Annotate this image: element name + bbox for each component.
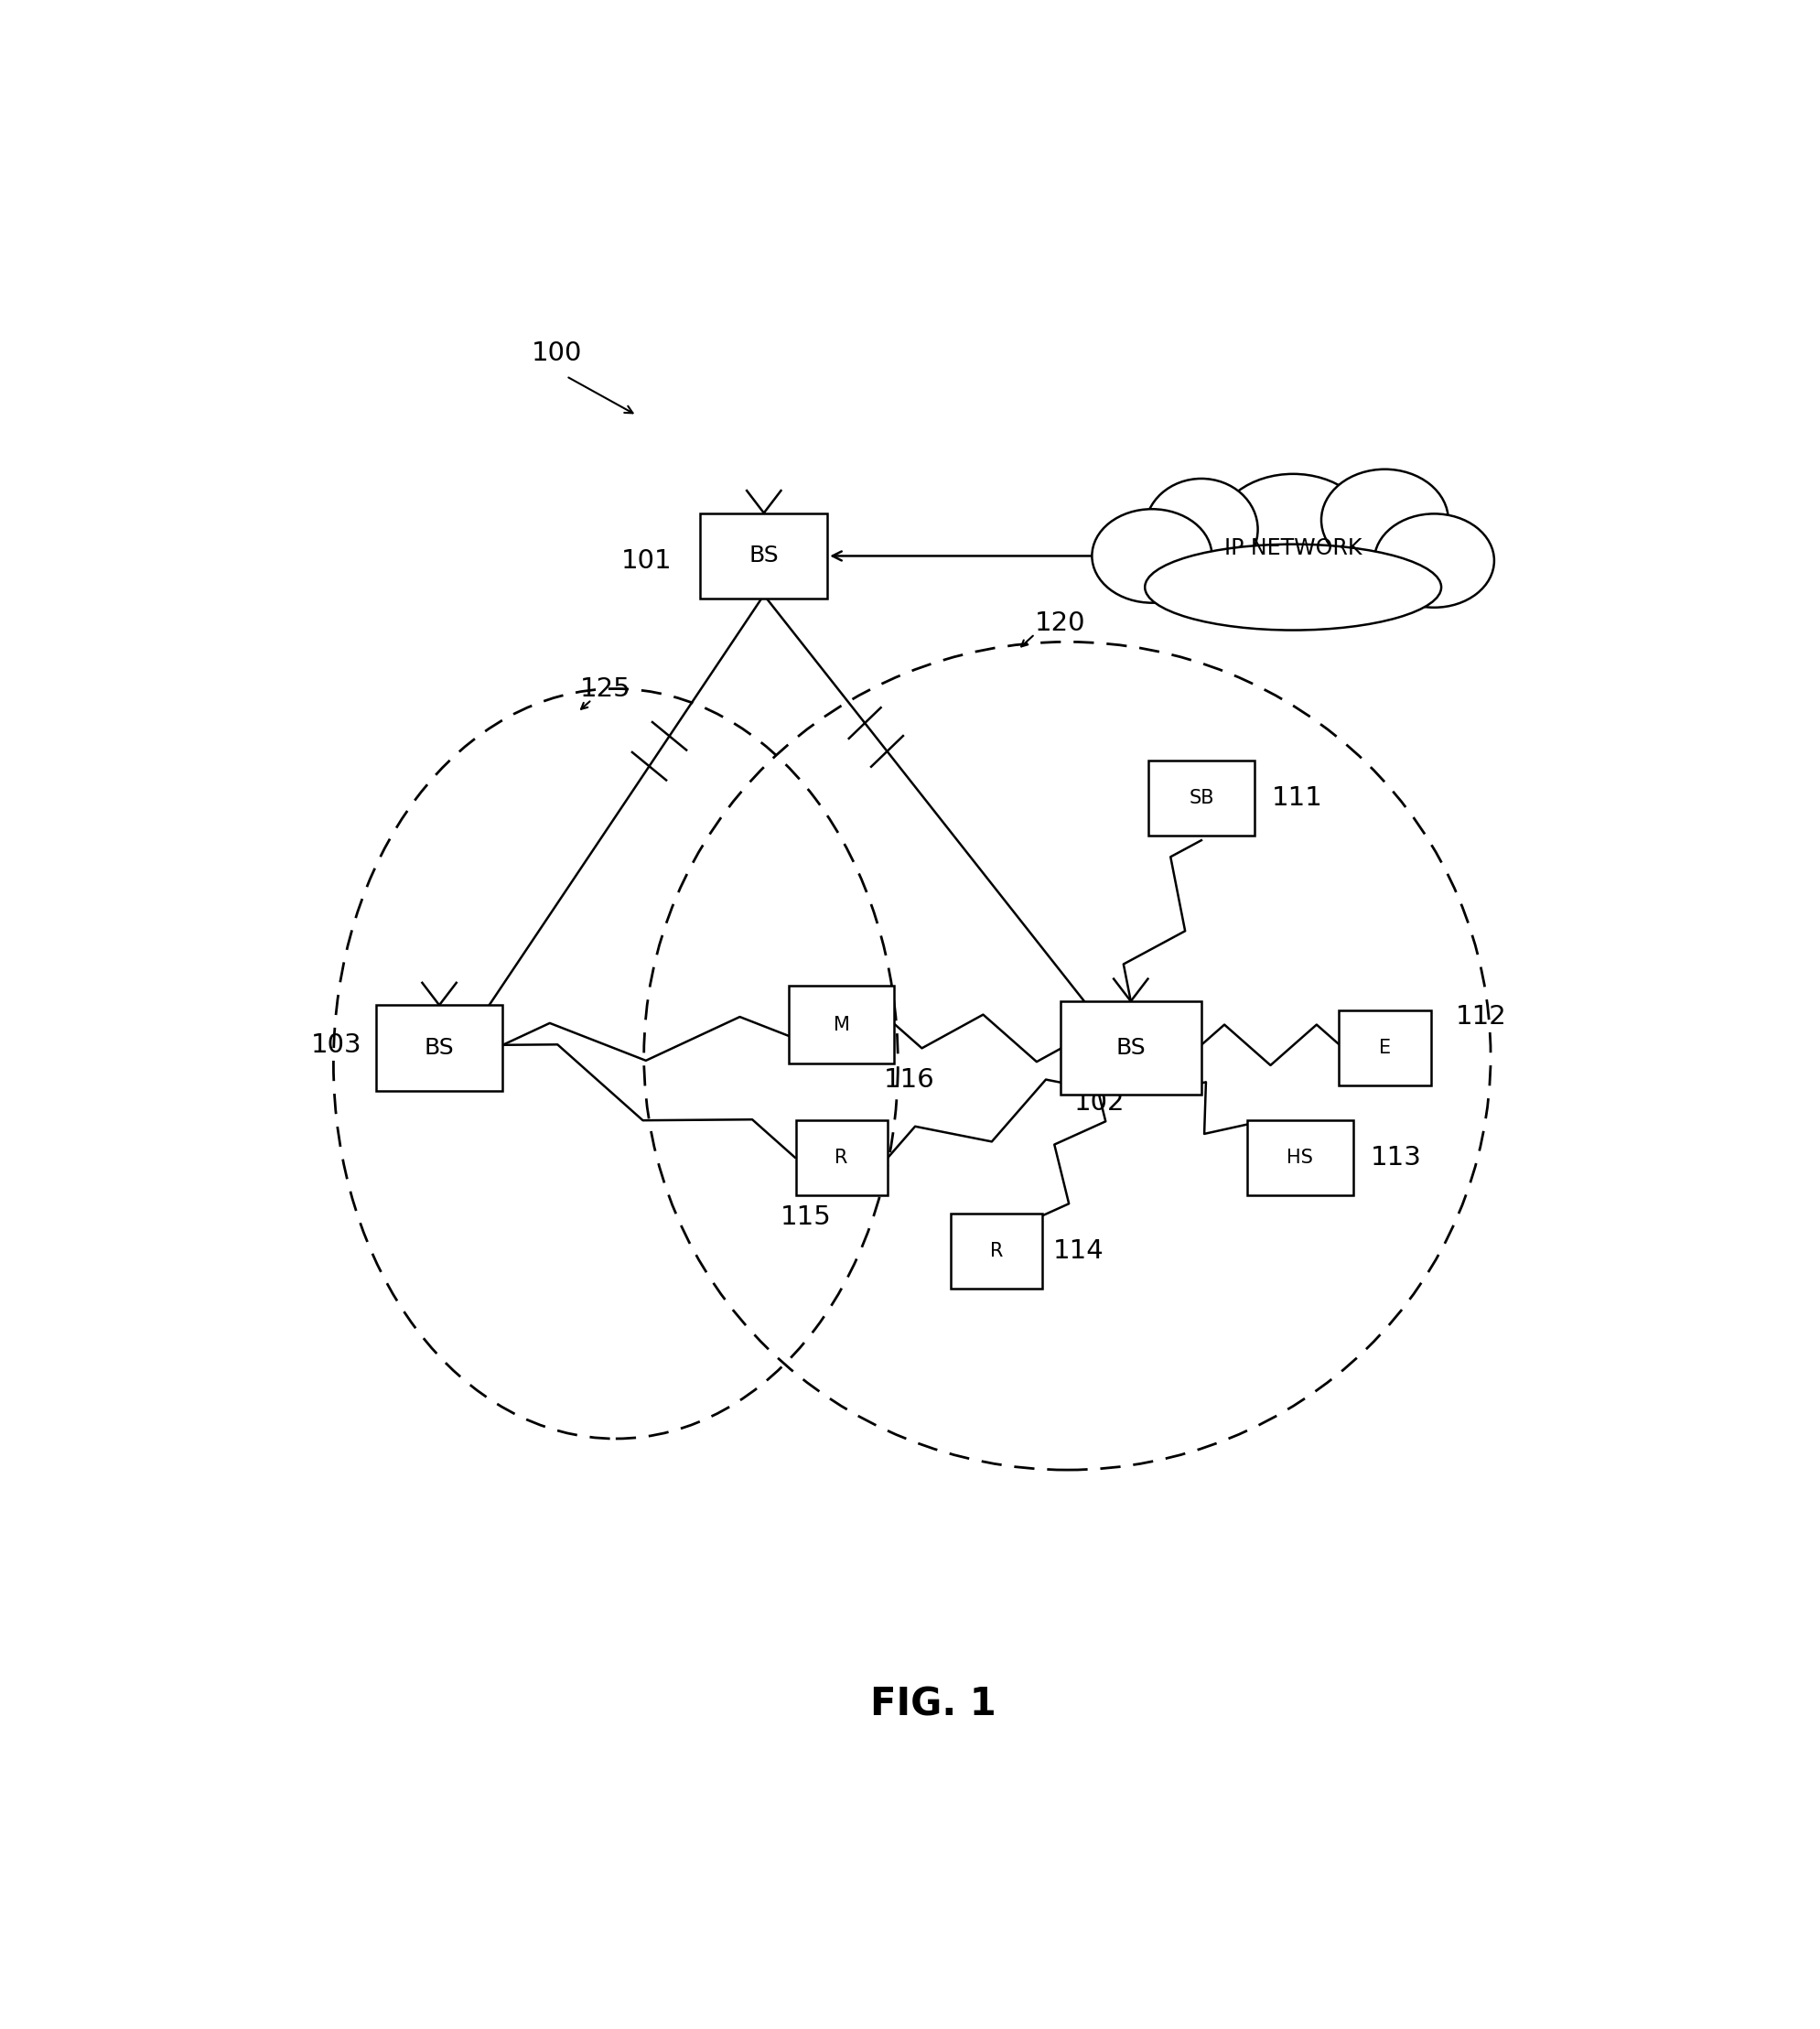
- Text: BS: BS: [1116, 1037, 1145, 1059]
- Bar: [1247, 1120, 1352, 1195]
- Bar: [795, 1120, 886, 1195]
- Text: IP NETWORK: IP NETWORK: [1223, 538, 1361, 560]
- Text: M: M: [834, 1014, 850, 1035]
- Text: 113: 113: [1370, 1144, 1421, 1171]
- Text: R: R: [990, 1242, 1003, 1260]
- Text: 100: 100: [531, 341, 581, 365]
- Ellipse shape: [1216, 475, 1370, 590]
- Text: 101: 101: [621, 548, 672, 574]
- Text: 111: 111: [1270, 785, 1323, 812]
- Bar: [1059, 1000, 1201, 1096]
- Ellipse shape: [1374, 513, 1494, 607]
- Bar: [375, 1004, 502, 1092]
- Text: FIG. 1: FIG. 1: [870, 1684, 996, 1723]
- Text: 114: 114: [1052, 1238, 1103, 1264]
- Text: E: E: [1378, 1039, 1390, 1057]
- Text: BS: BS: [748, 546, 779, 566]
- Text: 115: 115: [781, 1203, 832, 1230]
- Text: 120: 120: [1034, 611, 1085, 635]
- Bar: [701, 513, 826, 599]
- Ellipse shape: [1092, 509, 1212, 603]
- Text: R: R: [835, 1148, 848, 1167]
- Bar: [1338, 1010, 1431, 1086]
- Text: 130: 130: [1434, 536, 1485, 560]
- Ellipse shape: [1321, 469, 1447, 570]
- Text: HS: HS: [1287, 1148, 1312, 1167]
- Ellipse shape: [1145, 544, 1441, 631]
- Bar: [950, 1213, 1043, 1288]
- Text: 102: 102: [1074, 1090, 1125, 1116]
- Text: 103: 103: [311, 1033, 362, 1057]
- Text: BS: BS: [424, 1037, 453, 1059]
- Ellipse shape: [1145, 479, 1258, 580]
- Text: SB: SB: [1188, 789, 1214, 808]
- Text: 116: 116: [883, 1067, 934, 1092]
- Bar: [1148, 761, 1254, 836]
- Text: 112: 112: [1454, 1004, 1505, 1029]
- Bar: [788, 986, 894, 1063]
- Text: 125: 125: [581, 676, 632, 702]
